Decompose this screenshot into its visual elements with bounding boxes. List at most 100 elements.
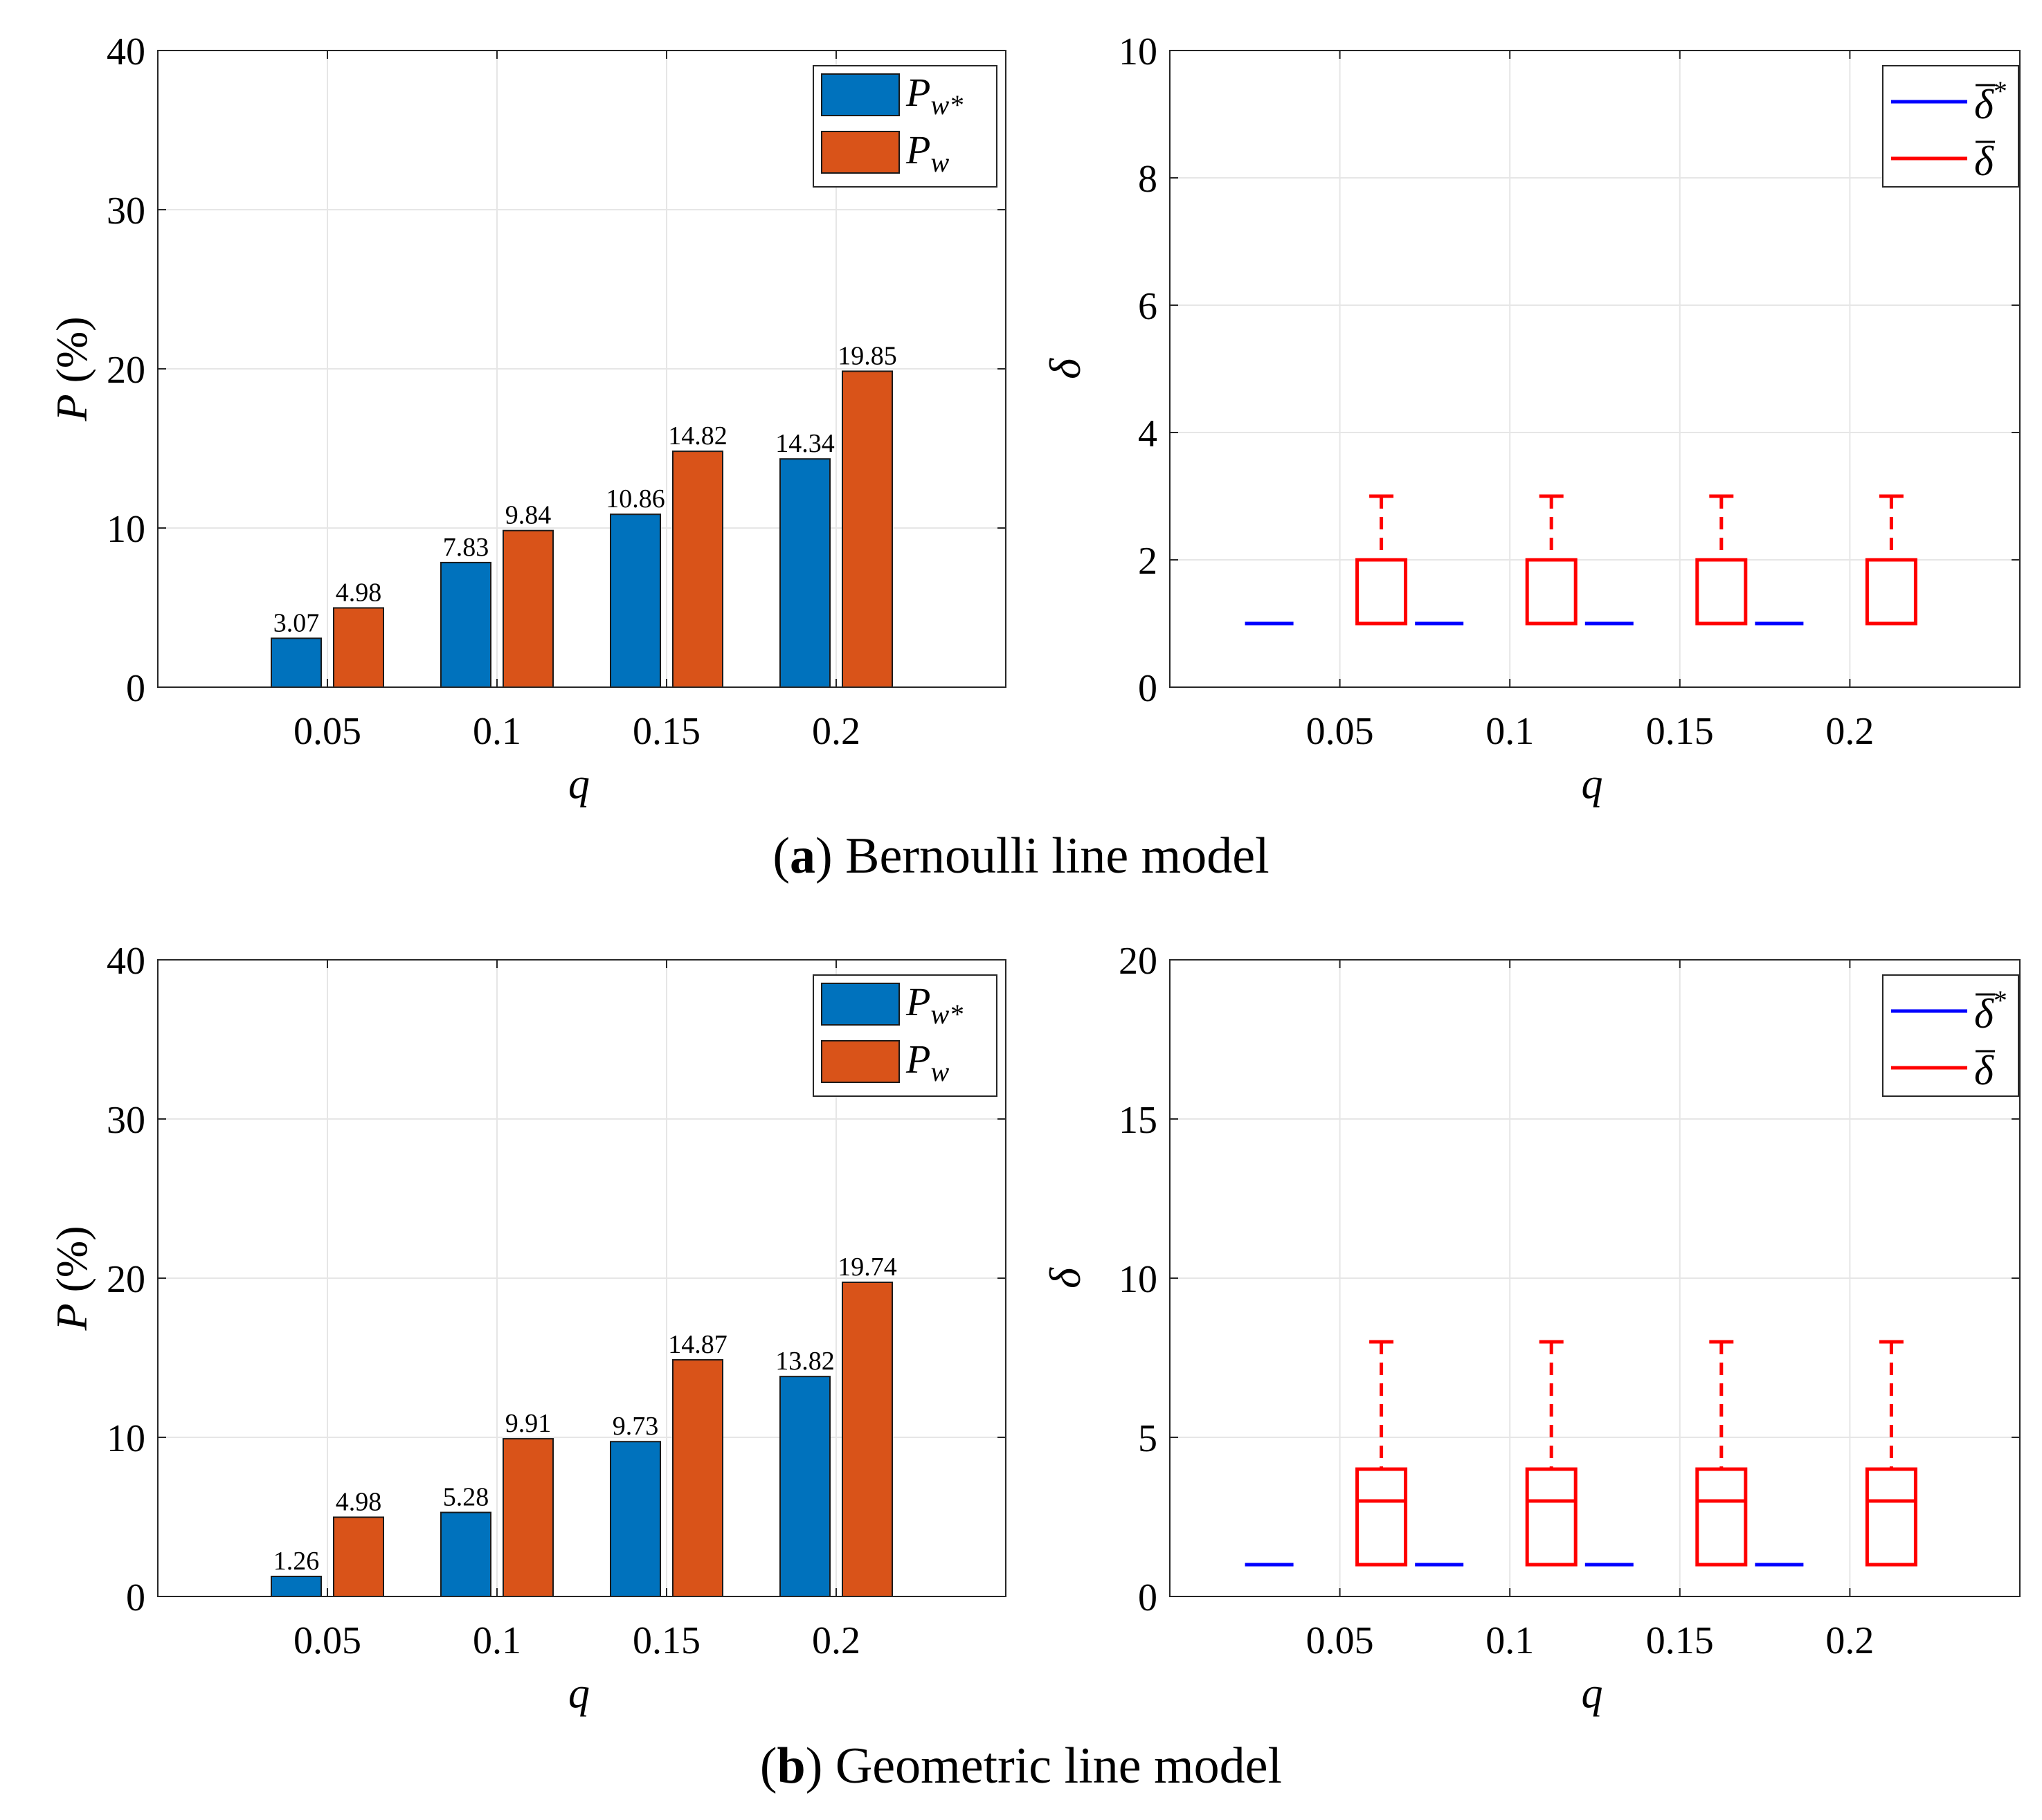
- data-label: 4.98: [336, 1487, 382, 1516]
- legend-label-main: P: [905, 979, 930, 1024]
- x-tick-label: 0.15: [633, 710, 701, 753]
- data-label: 14.82: [668, 421, 728, 451]
- y-tick-label: 8: [1138, 158, 1157, 201]
- x-axis-label: q: [1582, 1670, 1603, 1717]
- legend: δ*δ: [1882, 65, 2019, 188]
- caption-b: (b) Geometric line model: [759, 1738, 1283, 1794]
- legend-swatch-P_w*: [821, 983, 900, 1026]
- y-axis-label: P (%): [47, 316, 96, 421]
- y-tick-label: 15: [1119, 1099, 1157, 1142]
- box-body: [1695, 558, 1748, 626]
- y-tick-label: 0: [126, 667, 145, 710]
- x-tick-label: 0.1: [473, 710, 521, 753]
- box-body: [1355, 1467, 1408, 1567]
- bar-P_w*-0.05: [271, 1576, 322, 1598]
- bar-P_w-0.05: [333, 1516, 384, 1597]
- y-tick-label: 0: [1138, 667, 1157, 710]
- box-body: [1865, 558, 1917, 626]
- y-axis-label-unit: (%): [47, 1226, 96, 1303]
- x-axis-label: q: [568, 1670, 590, 1717]
- y-tick-label: 10: [1119, 1258, 1157, 1301]
- x-tick-label: 0.15: [633, 1619, 701, 1662]
- box-delta-bar-0.1: [1525, 494, 1578, 626]
- legend-label-delta_bar: δ: [1974, 1048, 1994, 1093]
- box-delta-bar-0.2: [1865, 1340, 1917, 1567]
- axes-frame: [1169, 50, 2021, 688]
- legend-label-P_w*: Pw*: [905, 70, 963, 120]
- legend-box: [1882, 974, 2019, 1097]
- legend-label-P_w: Pw: [905, 127, 949, 178]
- data-label: 14.34: [775, 429, 835, 458]
- legend-label-sub: w: [930, 1056, 949, 1087]
- bar-P_w*-0.15: [610, 1441, 661, 1597]
- bar-P_w*-0.1: [440, 1511, 491, 1598]
- legend-label-sub: w*: [930, 89, 963, 120]
- x-tick-label: 0.15: [1646, 710, 1714, 753]
- x-tick-label: 0.2: [1825, 1619, 1874, 1662]
- legend-label-main: P: [905, 70, 930, 115]
- bar-P_w-0.15: [672, 1358, 723, 1597]
- bar-P_w*-0.1: [440, 561, 491, 688]
- data-label: 7.83: [443, 533, 489, 562]
- y-axis-label: P (%): [47, 1226, 96, 1331]
- caption-b-text: Geometric line model: [835, 1738, 1283, 1794]
- legend-label-main: δ: [1974, 138, 1994, 184]
- caption-b-label: b: [777, 1738, 806, 1794]
- y-tick-label: 10: [107, 508, 145, 551]
- y-tick-label: 5: [1138, 1417, 1157, 1460]
- x-tick-label: 0.1: [1485, 710, 1534, 753]
- legend-box: [1882, 65, 2019, 188]
- x-axis-label: q: [1582, 761, 1603, 808]
- data-label: 3.07: [273, 608, 320, 637]
- y-tick-label: 2: [1138, 540, 1157, 583]
- x-tick-label: 0.15: [1646, 1619, 1714, 1662]
- bar-P_w-0.15: [672, 451, 723, 688]
- box-delta-bar-0.15: [1695, 1340, 1748, 1567]
- legend-label-sub: w: [930, 147, 949, 178]
- legend-label-sup: *: [1994, 985, 2007, 1016]
- data-label: 4.98: [336, 578, 382, 607]
- y-axis-label-unit: (%): [47, 316, 96, 394]
- legend-label-sup: *: [1994, 75, 2007, 107]
- y-tick-label: 0: [126, 1576, 145, 1619]
- legend-label-sub: w*: [930, 999, 963, 1030]
- box-delta-bar-0.05: [1355, 494, 1408, 626]
- legend-swatch-P_w: [821, 1040, 900, 1083]
- box-delta-bar-0.05: [1355, 1340, 1408, 1567]
- data-label: 19.85: [838, 341, 897, 370]
- x-tick-label: 0.2: [812, 1619, 860, 1662]
- y-axis-label: δ: [1040, 358, 1090, 379]
- y-tick-label: 4: [1138, 412, 1157, 455]
- legend-label-delta_bar_star: δ*: [1974, 985, 2007, 1037]
- y-axis-label-var: P: [47, 394, 96, 421]
- legend-label-P_w*: Pw*: [905, 979, 963, 1030]
- y-tick-label: 10: [1119, 30, 1157, 73]
- legend-label-main: P: [905, 1037, 930, 1082]
- y-tick-label: 20: [1119, 940, 1157, 983]
- y-axis-label-var: P: [47, 1303, 96, 1331]
- box-delta-bar-0.1: [1525, 1340, 1578, 1567]
- caption-a-label: a: [790, 828, 816, 884]
- bar-P_w-0.05: [333, 607, 384, 689]
- bar-P_w*-0.2: [779, 1376, 831, 1597]
- x-tick-label: 0.05: [1306, 1619, 1374, 1662]
- y-tick-label: 10: [107, 1417, 145, 1460]
- data-label: 9.84: [505, 501, 552, 530]
- y-tick-label: 30: [107, 190, 145, 233]
- y-tick-label: 6: [1138, 285, 1157, 328]
- data-label: 1.26: [273, 1547, 320, 1576]
- y-axis-label: δ: [1040, 1267, 1090, 1289]
- legend-label-main: δ: [1974, 82, 1994, 127]
- bar-P_w*-0.15: [610, 513, 661, 688]
- legend-label-main: δ: [1974, 991, 1994, 1037]
- data-label: 10.86: [606, 484, 665, 513]
- legend-label-main: P: [905, 127, 930, 172]
- chart-a-left: 3.07 7.83 10.86 14.34 4.98 9.84 14.82 19.85 0 10 2…: [47, 30, 1006, 808]
- caption-a: (a) Bernoulli line model: [772, 828, 1270, 884]
- x-tick-label: 0.2: [812, 710, 860, 753]
- chart-b-left: 1.26 5.28 9.73 13.82 4.98 9.91 14.87 19.74 0 10 20…: [47, 940, 1006, 1717]
- data-label: 13.82: [775, 1347, 835, 1376]
- data-label: 5.28: [443, 1483, 489, 1512]
